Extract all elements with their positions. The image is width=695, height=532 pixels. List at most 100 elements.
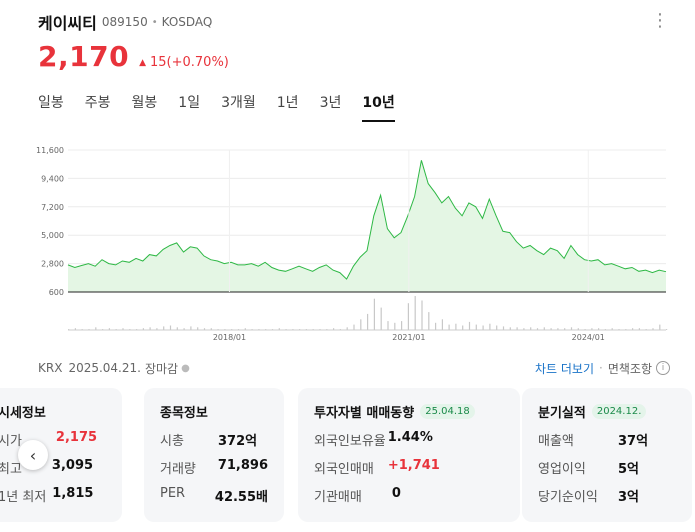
market-session: 장마감 [144, 361, 179, 376]
volume-bar [373, 298, 375, 330]
more-options-icon[interactable]: ⋮ [651, 10, 669, 31]
price-change: ▲ 15(+0.70%) [139, 55, 229, 70]
exchange-label: KRX [38, 361, 63, 375]
volume-bar [210, 328, 212, 330]
header-separator: • [151, 16, 158, 28]
current-price: 2,170 [38, 40, 130, 73]
volume-bar [421, 300, 423, 330]
card-row: 1년 최저 1,815 [0, 486, 106, 505]
card-title: 분기실적 2024.12. [538, 402, 676, 421]
volume-bar [638, 328, 640, 330]
tab-daily[interactable]: 일봉 [38, 95, 64, 111]
card-title-text: 분기실적 [538, 406, 586, 421]
card-stock-overview[interactable]: 종목정보 시총 372억 거래량 71,896 PER 42.55배 [144, 388, 284, 522]
row-label: 외국인매매 [314, 462, 374, 477]
volume-bar [475, 324, 477, 330]
card-investor-trading[interactable]: 투자자별 매매동향 25.04.18 외국인보유율 1.44% 외국인매매 +1,74… [298, 388, 520, 522]
volume-bar [414, 296, 416, 330]
tab-10year[interactable]: 10년 [362, 92, 395, 122]
row-value: +1,741 [387, 458, 440, 473]
row-value: 71,896 [217, 458, 268, 473]
card-row: 시가 2,175 [0, 430, 106, 449]
stock-header: 케이씨티 089150 • KOSDAQ ⋮ [38, 10, 675, 34]
volume-bar [564, 328, 566, 330]
x-tick-label: 2024/01 [572, 333, 605, 342]
volume-bar [652, 328, 654, 330]
volume-bar [468, 321, 471, 330]
volume-bar [550, 328, 552, 330]
row-label: 1년 최저 [0, 490, 47, 505]
tab-monthly[interactable]: 월봉 [131, 95, 158, 111]
row-value: 1.44% [387, 430, 433, 445]
card-row: 거래량 71,896 [160, 458, 268, 477]
volume-bar [516, 327, 518, 330]
volume-bar [666, 329, 668, 330]
price-area [68, 160, 666, 292]
stock-code: 089150 [101, 15, 148, 29]
row-value: 37억 [618, 434, 649, 449]
tab-weekly[interactable]: 주봉 [84, 95, 111, 111]
volume-bar [598, 328, 600, 330]
row-label: 영업이익 [538, 462, 586, 477]
card-row: 최고 3,095 [0, 458, 106, 477]
period-tabs: 일봉 주봉 월봉 1일 3개월 1년 3년 10년 [38, 92, 416, 122]
chevron-left-icon: ‹ [29, 445, 37, 465]
more-chart-link[interactable]: 차트 더보기 [534, 361, 594, 376]
volume-bar [149, 327, 151, 330]
card-row: 외국인매매 +1,741 [314, 458, 504, 477]
tab-1day[interactable]: 1일 [178, 95, 201, 111]
volume-bar [428, 312, 430, 330]
card-row: 외국인보유율 1.44% [314, 430, 504, 449]
volume-bar [95, 327, 97, 330]
volume-bar [401, 321, 403, 330]
volume-bar [360, 319, 362, 330]
volume-bar [543, 327, 545, 330]
volume-bar [346, 327, 348, 330]
price-chart[interactable]: 11,600 9,400 7,200 5,000 2,800 600 2018/01 2021… [30, 140, 675, 350]
volume-bar [462, 325, 464, 330]
volume-bar [448, 324, 450, 330]
volume-bar [108, 328, 110, 330]
row-value: 2,175 [55, 430, 98, 445]
row-label: 매출액 [538, 434, 574, 449]
volume-bar [502, 326, 505, 330]
volume-bar [74, 328, 76, 330]
volume-bar [244, 328, 246, 330]
volume-bar [197, 327, 199, 330]
stock-name: 케이씨티 [38, 14, 97, 33]
row-value: 42.55배 [214, 490, 268, 505]
card-title: 종목정보 [160, 406, 208, 421]
volume-bar [659, 324, 661, 330]
price-change-value: 15(+0.70%) [150, 55, 229, 70]
volume-bar [455, 323, 457, 330]
market-datetime: 2025.04.21. [68, 361, 141, 375]
y-tick-label: 2,800 [41, 260, 64, 269]
card-quarterly-earnings[interactable]: 분기실적 2024.12. 매출액 37억 영업이익 5억 당기순이익 3억 [522, 388, 692, 522]
volume-bar [536, 328, 539, 330]
row-value: 5억 [618, 462, 640, 477]
volume-bar [380, 307, 382, 330]
tab-1year[interactable]: 1년 [276, 95, 299, 111]
tab-3month[interactable]: 3개월 [221, 95, 256, 111]
price-row: 2,170 ▲ 15(+0.70%) [38, 40, 229, 73]
row-value: 3억 [618, 490, 640, 505]
volume-bar [441, 319, 443, 330]
row-value: 0 [391, 486, 401, 501]
tab-3year[interactable]: 3년 [319, 95, 342, 111]
row-label: PER [160, 486, 186, 501]
y-tick-label: 7,200 [41, 203, 64, 212]
volume-bar [570, 327, 573, 330]
volume-bar [278, 328, 280, 330]
row-label: 당기순이익 [538, 490, 598, 505]
volume-bar [183, 328, 185, 330]
volume-bar [394, 322, 396, 330]
info-icon[interactable]: i [656, 361, 670, 375]
volume-bar [611, 328, 613, 330]
y-tick-label: 9,400 [41, 174, 64, 183]
card-row: 기관매매 0 [314, 486, 504, 505]
card-row: 당기순이익 3억 [538, 486, 676, 505]
volume-bar [489, 323, 491, 330]
price-line [67, 160, 667, 280]
disclaimer-link[interactable]: 면책조항 [607, 361, 652, 376]
prev-cards-button[interactable]: ‹ [18, 440, 48, 470]
